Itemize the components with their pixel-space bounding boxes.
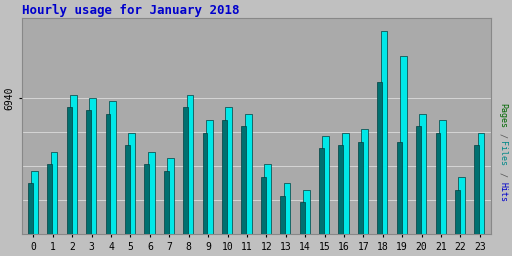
Bar (380, 31, 388, 256)
Bar (206, 120, 212, 256)
Bar (478, 133, 484, 256)
Bar (164, 171, 168, 256)
Bar (51, 152, 57, 256)
Bar (397, 142, 401, 256)
Bar (67, 107, 72, 256)
Bar (109, 101, 116, 256)
Bar (48, 164, 52, 256)
Text: Hits: Hits (498, 182, 507, 202)
Bar (90, 98, 96, 256)
Bar (222, 120, 227, 256)
Bar (167, 158, 174, 256)
Bar (183, 107, 188, 256)
Bar (280, 196, 285, 256)
Text: /: / (498, 128, 507, 143)
Text: Hourly usage for January 2018: Hourly usage for January 2018 (22, 4, 239, 17)
Bar (129, 133, 135, 256)
Bar (261, 177, 266, 256)
Bar (436, 133, 440, 256)
Bar (416, 126, 421, 256)
Bar (105, 114, 111, 256)
Bar (148, 152, 155, 256)
Bar (400, 56, 407, 256)
Bar (303, 190, 310, 256)
Bar (338, 145, 344, 256)
Text: /: / (498, 167, 507, 182)
Bar (245, 114, 251, 256)
Bar (86, 110, 91, 256)
Bar (144, 164, 150, 256)
Bar (186, 94, 194, 256)
Bar (455, 190, 460, 256)
Bar (264, 164, 271, 256)
Bar (377, 82, 382, 256)
Bar (342, 133, 349, 256)
Bar (203, 133, 207, 256)
Bar (28, 183, 33, 256)
Bar (284, 183, 290, 256)
Bar (242, 126, 246, 256)
Bar (439, 120, 445, 256)
Bar (125, 145, 130, 256)
Text: Files: Files (498, 141, 507, 166)
Bar (458, 177, 465, 256)
Bar (70, 94, 77, 256)
Bar (225, 107, 232, 256)
Bar (323, 136, 329, 256)
Bar (31, 171, 38, 256)
Bar (300, 202, 305, 256)
Bar (319, 148, 324, 256)
Bar (474, 145, 479, 256)
Bar (419, 114, 426, 256)
Text: Pages: Pages (498, 103, 507, 128)
Bar (361, 130, 368, 256)
Bar (358, 142, 362, 256)
